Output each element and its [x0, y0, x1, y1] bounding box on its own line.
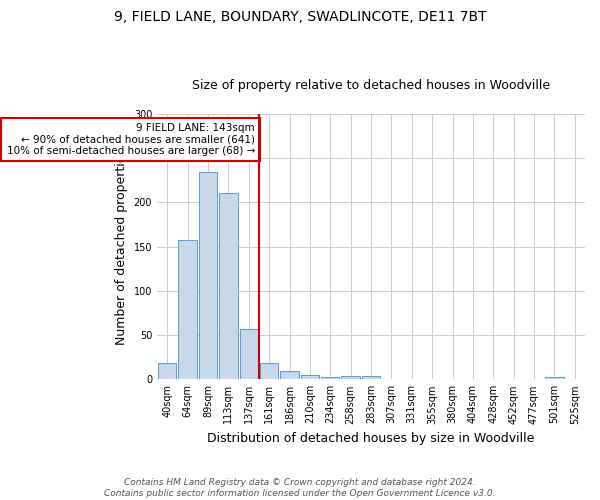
Y-axis label: Number of detached properties: Number of detached properties	[115, 148, 128, 345]
Bar	[199, 172, 217, 380]
Bar	[362, 376, 380, 380]
Bar	[260, 362, 278, 380]
Bar	[158, 364, 176, 380]
Text: 9, FIELD LANE, BOUNDARY, SWADLINCOTE, DE11 7BT: 9, FIELD LANE, BOUNDARY, SWADLINCOTE, DE…	[113, 10, 487, 24]
Bar	[341, 376, 360, 380]
Bar	[219, 192, 238, 380]
Title: Size of property relative to detached houses in Woodville: Size of property relative to detached ho…	[192, 79, 550, 92]
X-axis label: Distribution of detached houses by size in Woodville: Distribution of detached houses by size …	[208, 432, 535, 445]
Text: Contains HM Land Registry data © Crown copyright and database right 2024.
Contai: Contains HM Land Registry data © Crown c…	[104, 478, 496, 498]
Bar	[178, 240, 197, 380]
Bar	[280, 372, 299, 380]
Bar	[301, 375, 319, 380]
Bar	[239, 329, 258, 380]
Bar	[321, 376, 340, 380]
Bar	[545, 376, 563, 380]
Text: 9 FIELD LANE: 143sqm
← 90% of detached houses are smaller (641)
10% of semi-deta: 9 FIELD LANE: 143sqm ← 90% of detached h…	[7, 123, 255, 156]
